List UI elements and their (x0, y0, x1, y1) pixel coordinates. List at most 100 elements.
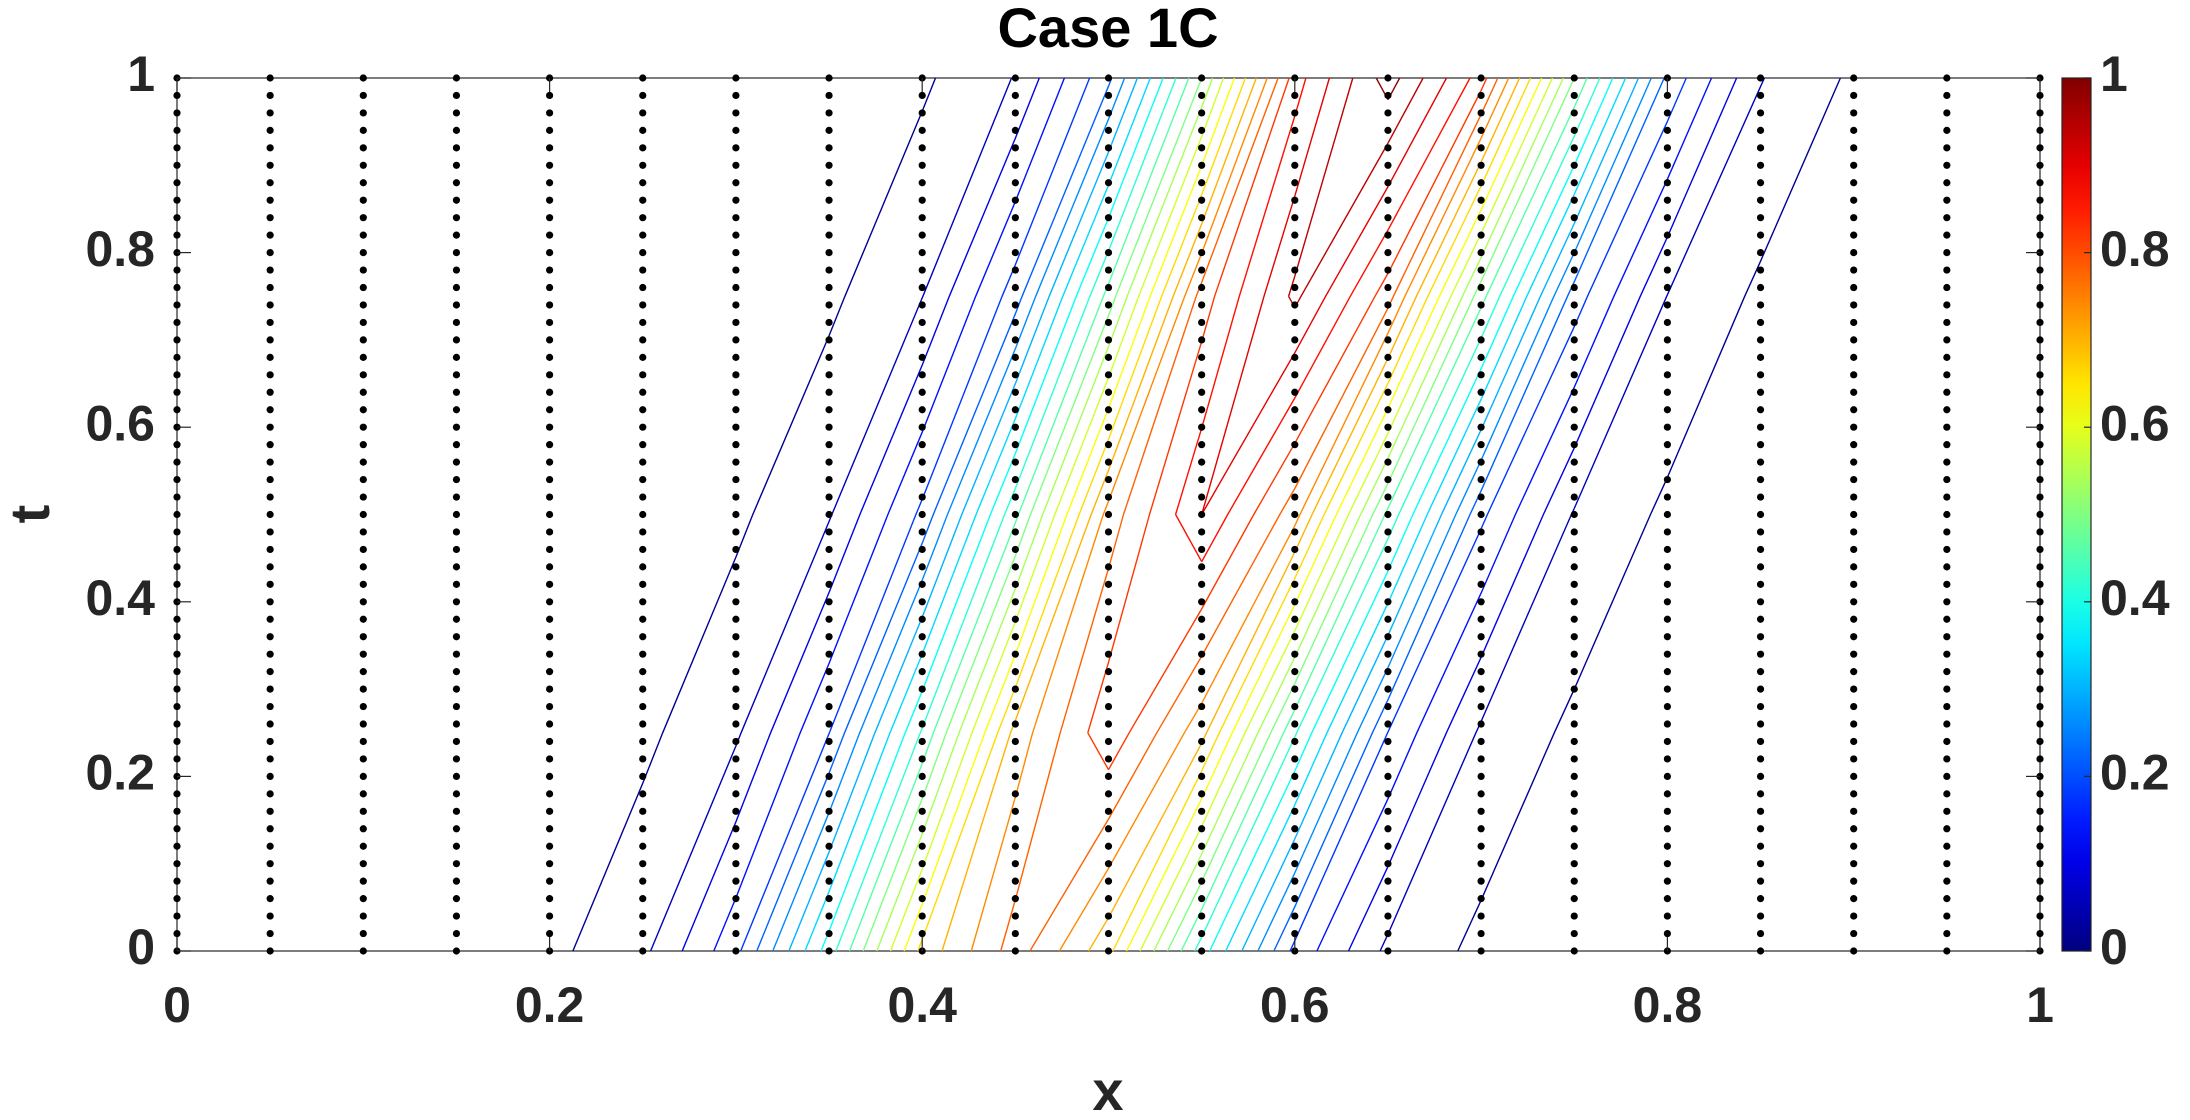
contour-line (756, 77, 1665, 952)
point (1850, 388, 1858, 396)
point (1384, 895, 1392, 903)
point (1756, 668, 1765, 676)
point (732, 318, 740, 327)
point (1384, 668, 1392, 676)
point (359, 371, 367, 379)
point (2036, 126, 2044, 134)
point (359, 231, 367, 239)
point (732, 214, 740, 222)
point (546, 842, 554, 850)
point (1850, 545, 1858, 554)
point (1850, 685, 1858, 693)
point (1291, 231, 1299, 239)
point (918, 685, 926, 693)
point (639, 144, 647, 152)
point (452, 528, 461, 536)
point (173, 842, 181, 850)
point (452, 772, 461, 781)
point (546, 563, 554, 571)
point (1291, 720, 1299, 728)
point (1104, 91, 1113, 100)
point (1477, 161, 1485, 169)
point (452, 633, 461, 641)
point (266, 301, 274, 309)
point (1850, 196, 1858, 204)
point (2036, 702, 2044, 711)
point (359, 266, 367, 274)
point (2036, 615, 2044, 623)
point (1756, 109, 1765, 117)
point (359, 91, 367, 100)
point (1756, 249, 1765, 257)
point (1477, 598, 1485, 606)
point (1663, 196, 1671, 204)
point (1384, 266, 1392, 274)
point (546, 371, 554, 379)
point (1198, 406, 1206, 414)
point (546, 441, 554, 449)
point (1943, 598, 1951, 606)
point (1477, 633, 1485, 641)
point (2036, 493, 2044, 501)
point (359, 668, 367, 676)
point (1104, 755, 1113, 763)
point (452, 668, 461, 676)
point (1011, 842, 1019, 850)
contour-line (1174, 77, 1471, 563)
point (2036, 109, 2044, 117)
point (1104, 825, 1113, 833)
point (452, 371, 461, 379)
point (1756, 353, 1765, 361)
point (1384, 825, 1392, 833)
point (1198, 650, 1206, 658)
point (266, 790, 274, 798)
point (1011, 545, 1019, 554)
point (1198, 301, 1206, 309)
point (452, 947, 461, 955)
point (1384, 109, 1392, 117)
point (1943, 318, 1951, 327)
point (173, 737, 181, 746)
point (825, 161, 833, 169)
point (825, 668, 833, 676)
point (1291, 336, 1299, 344)
point (1570, 214, 1578, 222)
point (546, 231, 554, 239)
point (1756, 161, 1765, 169)
point (1198, 371, 1206, 379)
point (359, 144, 367, 152)
point (1850, 493, 1858, 501)
point (1570, 563, 1578, 571)
point (825, 196, 833, 204)
point (1663, 493, 1671, 501)
x-axis-label: x (1092, 1059, 1123, 1120)
point (452, 336, 461, 344)
point (1011, 353, 1019, 361)
point (639, 650, 647, 658)
colorbar-tick-label: 0.6 (2100, 395, 2170, 451)
point (1104, 772, 1113, 781)
point (918, 231, 926, 239)
point (1011, 633, 1019, 641)
point (1291, 458, 1299, 466)
point (1477, 545, 1485, 554)
contour-line (572, 77, 1842, 952)
point (2036, 895, 2044, 903)
point (732, 493, 740, 501)
point (1291, 126, 1299, 134)
point (2036, 912, 2044, 920)
point (173, 301, 181, 309)
point (639, 353, 647, 361)
point (266, 702, 274, 711)
point (1663, 475, 1671, 484)
point (732, 126, 740, 134)
point (1104, 388, 1113, 396)
point (1943, 441, 1951, 449)
point (1198, 126, 1206, 134)
contour-line (681, 77, 1738, 952)
point (1663, 615, 1671, 623)
point (266, 895, 274, 903)
point (173, 528, 181, 536)
point (1570, 825, 1578, 833)
point (1198, 353, 1206, 361)
